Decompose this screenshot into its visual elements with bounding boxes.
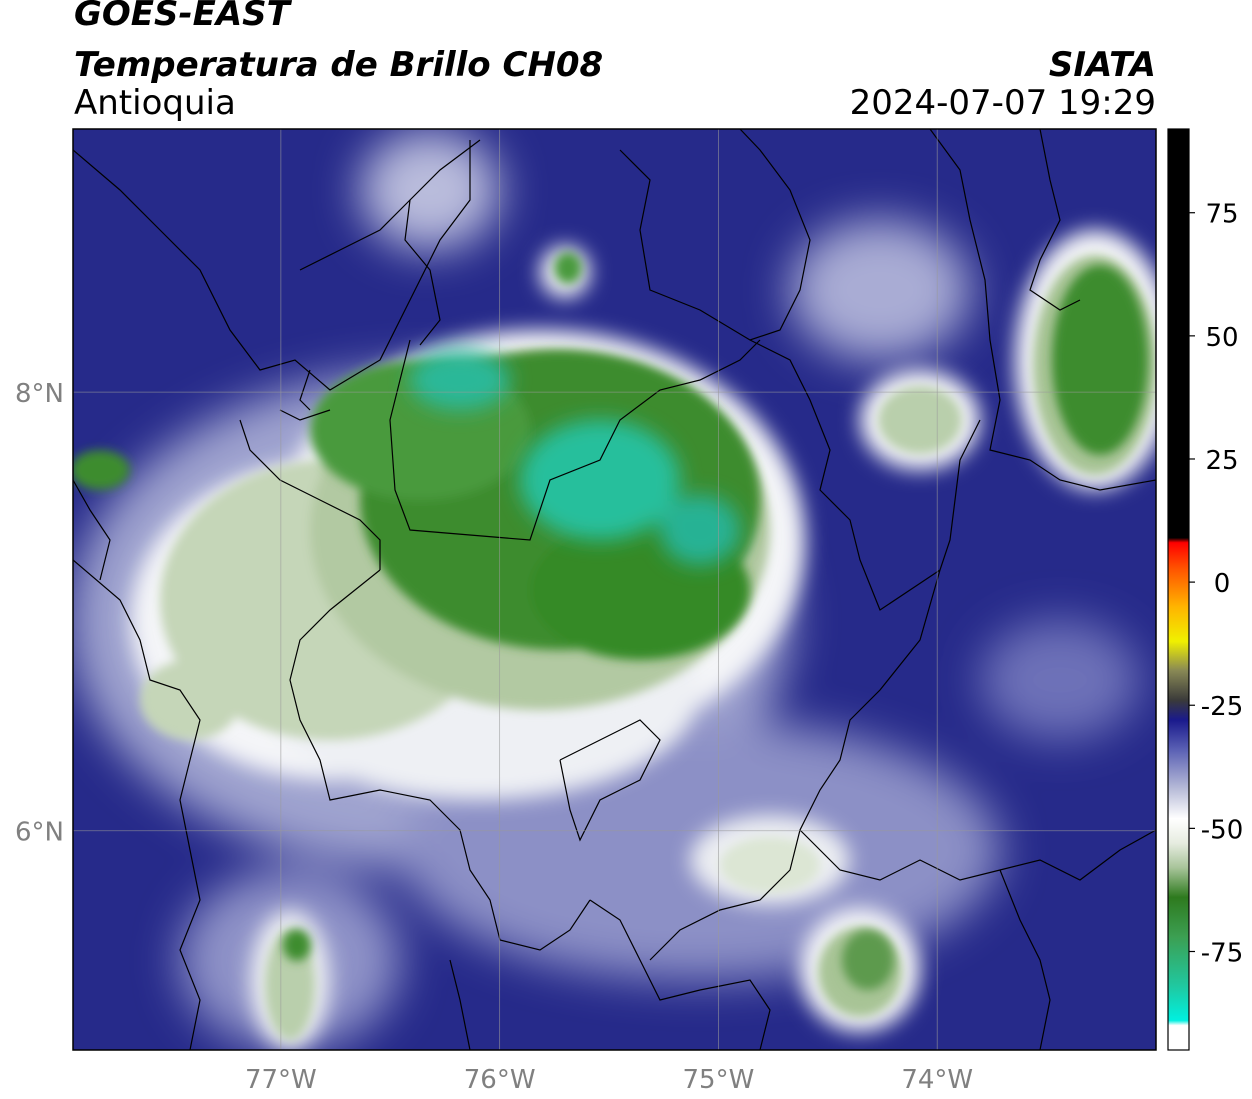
colorbar-ticks: 75 50 25 0 -25 -50 -75 — [1189, 200, 1243, 968]
brightness-temperature-field — [73, 129, 1156, 1050]
longitude-tick-label: 76°W — [464, 1065, 536, 1095]
satellite-title: GOES-EAST — [74, 0, 290, 34]
longitude-tick-label: 77°W — [245, 1065, 317, 1095]
administrative-boundaries — [73, 129, 1156, 1050]
colorbar — [1167, 128, 1190, 1051]
colorbar-tick-label: -75 — [1201, 938, 1243, 968]
cloud-coldest-layer — [410, 350, 740, 565]
longitude-ticks: 77°W 76°W 75°W 74°W — [245, 1065, 973, 1095]
organization-label: SIATA — [1048, 45, 1156, 85]
product-title: Temperatura de Brillo CH08 — [74, 45, 604, 85]
map-gridlines — [73, 129, 1156, 1050]
colorbar-tick-label: 0 — [1214, 569, 1231, 599]
region-label: Antioquia — [74, 83, 236, 123]
colorbar-tick-label: 75 — [1205, 200, 1238, 230]
colorbar-tick-label: -25 — [1201, 692, 1243, 722]
longitude-tick-label: 75°W — [683, 1065, 755, 1095]
colorbar-tick-label: 50 — [1205, 323, 1238, 353]
colorbar-tick-label: -50 — [1201, 815, 1243, 845]
latitude-tick-label: 8°N — [15, 379, 64, 409]
colorbar-tick-label: 25 — [1205, 446, 1238, 476]
latitude-tick-label: 6°N — [15, 818, 64, 848]
latitude-ticks: 8°N 6°N — [15, 379, 64, 848]
longitude-tick-label: 74°W — [901, 1065, 973, 1095]
timestamp-label: 2024-07-07 19:29 — [849, 83, 1156, 123]
map-frame — [72, 128, 1157, 1051]
